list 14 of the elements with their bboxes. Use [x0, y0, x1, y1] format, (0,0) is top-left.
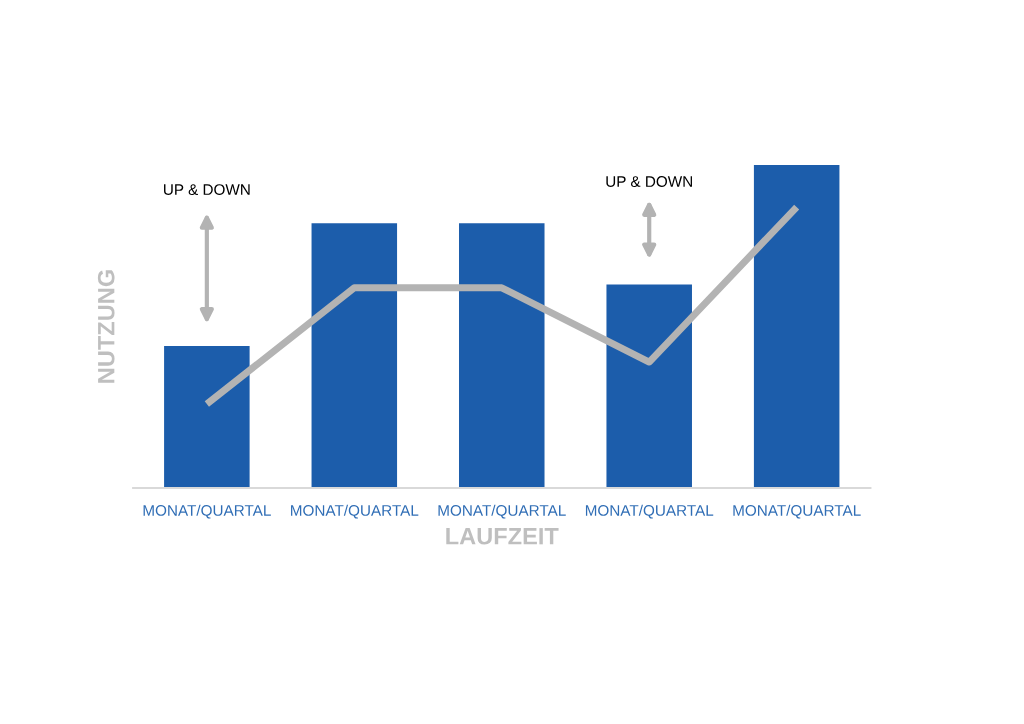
x-axis-title: LAUFZEIT — [446, 528, 559, 545]
bar — [311, 223, 398, 488]
x-tick-label: MONAT/QUARTAL — [585, 504, 714, 519]
bar — [459, 223, 545, 488]
bar — [606, 284, 692, 488]
x-tick-label: MONAT/QUARTAL — [733, 504, 861, 519]
bar — [164, 345, 250, 488]
y-axis-title: NUTZUNG — [97, 270, 115, 383]
x-tick-label: MONAT/QUARTAL — [438, 504, 566, 519]
annotation: UP & DOWN — [606, 176, 692, 187]
x-tick-label: MONAT/QUARTAL — [291, 504, 419, 519]
annotation: UP & DOWN — [164, 184, 250, 196]
x-tick-label: MONAT/QUARTAL — [143, 504, 271, 519]
bar — [753, 165, 840, 488]
